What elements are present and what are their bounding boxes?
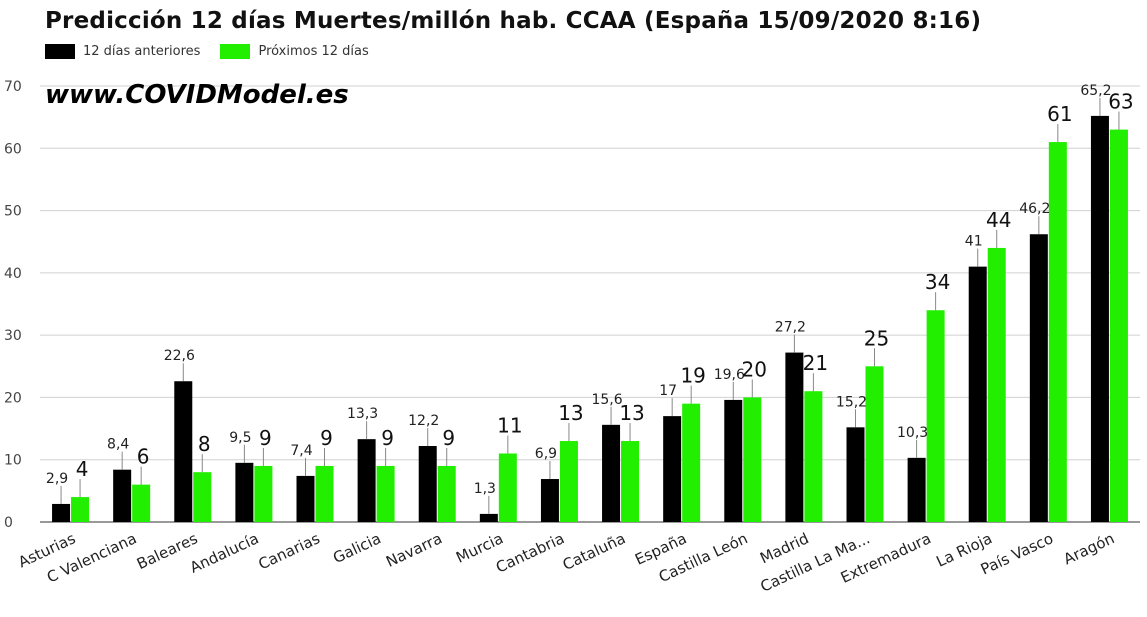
bar-previous	[968, 266, 987, 522]
bar-next	[132, 484, 151, 522]
data-label-next: 9	[320, 426, 333, 450]
data-label-next: 13	[619, 401, 644, 425]
data-label-previous: 15,6	[591, 392, 622, 408]
data-label-previous: 41	[965, 234, 983, 250]
bar-next	[193, 472, 212, 522]
y-tick-label: 50	[4, 204, 22, 220]
x-tick-label: Aragón	[1061, 529, 1117, 568]
data-label-previous: 27,2	[775, 320, 806, 336]
x-tick-label: Cantabria	[493, 529, 567, 576]
bar-previous	[785, 352, 804, 522]
data-label-previous: 13,3	[347, 406, 378, 422]
bar-previous	[113, 469, 132, 522]
bar-previous	[418, 446, 437, 522]
bar-previous	[479, 513, 498, 522]
bar-previous	[235, 462, 254, 522]
data-label-next: 8	[198, 432, 211, 456]
x-tick-label: Andalucía	[187, 529, 261, 576]
data-label-previous: 7,4	[290, 443, 312, 459]
bar-previous	[663, 416, 682, 522]
chart-title: Predicción 12 días Muertes/millón hab. C…	[45, 8, 982, 34]
legend-item-next[interactable]: Próximos 12 días	[220, 44, 369, 59]
data-label-previous: 8,4	[107, 437, 129, 453]
y-tick-label: 40	[4, 266, 22, 282]
bar-next	[621, 441, 640, 522]
data-label-previous: 9,5	[229, 430, 251, 446]
data-label-next: 63	[1108, 90, 1133, 114]
bar-previous	[907, 457, 926, 522]
data-label-next: 19	[680, 364, 705, 388]
bar-previous	[602, 424, 621, 522]
legend-swatch-next	[220, 44, 251, 59]
bar-previous	[1090, 115, 1109, 522]
data-label-next: 13	[558, 401, 583, 425]
bar-next	[71, 497, 90, 522]
bar-previous	[846, 427, 865, 522]
data-label-next: 44	[986, 208, 1011, 232]
legend: 12 días anteriores Próximos 12 días	[45, 44, 389, 59]
bar-next	[498, 453, 517, 522]
data-label-previous: 65,2	[1080, 83, 1111, 99]
data-label-previous: 2,9	[46, 471, 68, 487]
data-label-next: 9	[442, 426, 455, 450]
bar-next	[1048, 142, 1067, 523]
data-label-next: 11	[497, 413, 522, 437]
data-label-previous: 19,6	[714, 367, 745, 383]
bar-previous	[357, 439, 376, 522]
data-label-next: 4	[76, 457, 89, 481]
x-tick-label: Navarra	[383, 529, 445, 571]
legend-swatch-previous	[45, 44, 75, 59]
data-label-next: 6	[137, 445, 150, 469]
data-label-previous: 10,3	[897, 425, 928, 441]
bar-previous	[1029, 234, 1048, 523]
bar-next	[682, 403, 701, 522]
data-label-next: 61	[1047, 102, 1072, 126]
bar-next	[804, 391, 823, 522]
data-label-next: 9	[259, 426, 272, 450]
x-tick-label: Canarias	[256, 529, 323, 573]
bar-next	[559, 441, 578, 522]
bar-next	[315, 465, 334, 522]
y-tick-label: 60	[4, 141, 22, 157]
legend-label-previous: 12 días anteriores	[83, 44, 201, 59]
y-tick-label: 20	[4, 390, 22, 406]
y-tick-label: 0	[4, 515, 13, 531]
x-tick-label: Cataluña	[560, 529, 628, 574]
data-label-next: 21	[803, 351, 828, 375]
data-label-previous: 22,6	[164, 348, 195, 364]
y-tick-label: 30	[4, 328, 22, 344]
data-label-next: 34	[925, 270, 950, 294]
data-label-previous: 17	[659, 383, 677, 399]
bar-next	[437, 465, 456, 522]
bar-previous	[296, 475, 315, 522]
bar-next	[254, 465, 273, 522]
legend-item-previous[interactable]: 12 días anteriores	[45, 44, 200, 59]
watermark: www.COVIDModel.es	[45, 80, 349, 110]
bar-next	[926, 310, 945, 522]
bar-previous	[174, 381, 193, 522]
data-label-previous: 15,2	[836, 394, 867, 410]
data-label-next: 9	[381, 426, 394, 450]
bar-next	[376, 465, 395, 522]
bar-next	[743, 397, 762, 522]
data-label-next: 25	[864, 326, 889, 350]
data-label-next: 20	[742, 357, 767, 381]
x-tick-label: Galicia	[330, 529, 384, 567]
bar-previous	[52, 503, 71, 522]
y-tick-label: 70	[4, 79, 22, 95]
bar-previous	[724, 399, 743, 522]
legend-label-next: Próximos 12 días	[258, 44, 369, 59]
data-label-previous: 6,9	[535, 446, 557, 462]
bar-next	[865, 366, 884, 522]
data-label-previous: 46,2	[1019, 201, 1050, 217]
data-label-previous: 1,3	[474, 481, 496, 497]
bar-next	[987, 247, 1006, 522]
data-label-previous: 12,2	[408, 413, 439, 429]
y-tick-label: 10	[4, 453, 22, 469]
bar-previous	[540, 479, 559, 522]
bar-next	[1109, 129, 1128, 522]
